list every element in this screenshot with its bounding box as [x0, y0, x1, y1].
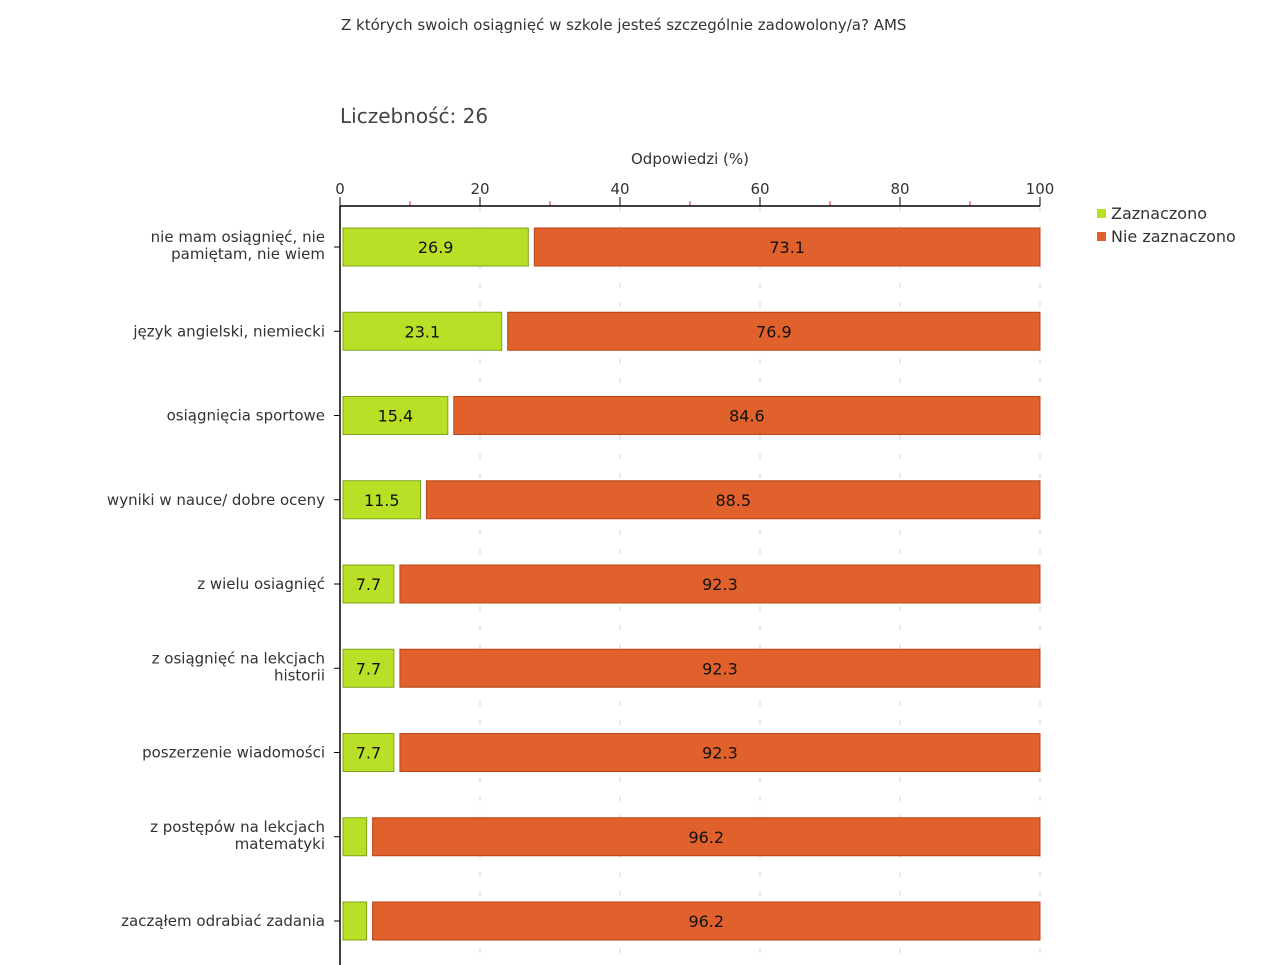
bar-zaznaczono: [342, 733, 395, 772]
data-label-zaznaczono: 7.7: [356, 744, 381, 763]
data-label-zaznaczono: 7.7: [356, 575, 381, 594]
category-label: wyniki w nauce/ dobre oceny: [107, 491, 325, 509]
x-axis-label: Odpowiedzi (%): [631, 150, 749, 168]
category-label: osiągnięcia sportowe: [167, 407, 325, 425]
bar-zaznaczono: [342, 901, 368, 941]
data-label-zaznaczono: 26.9: [418, 238, 454, 257]
bar-nie-zaznaczono: [372, 901, 1041, 941]
bar-nie-zaznaczono: [533, 227, 1041, 267]
bar-nie-zaznaczono: [507, 311, 1041, 351]
legend-label-nie-zaznaczono: Nie zaznaczono: [1111, 227, 1236, 246]
data-label-nie-zaznaczono: 92.3: [702, 575, 738, 594]
bar-nie-zaznaczono: [453, 396, 1041, 435]
bar-zaznaczono: [342, 564, 395, 604]
data-label-zaznaczono: 11.5: [364, 491, 400, 510]
category-label: poszerzenie wiadomości: [142, 744, 325, 762]
data-label-nie-zaznaczono: 92.3: [702, 659, 738, 678]
data-label-zaznaczono: 7.7: [356, 659, 381, 678]
x-tick-label: 40: [610, 180, 629, 198]
x-tick-label: 100: [1026, 180, 1055, 198]
data-label-nie-zaznaczono: 92.3: [702, 744, 738, 763]
data-label-nie-zaznaczono: 96.2: [688, 828, 724, 847]
bar-zaznaczono: [342, 480, 421, 520]
bar-zaznaczono: [342, 311, 503, 351]
bar-nie-zaznaczono: [399, 564, 1041, 604]
data-label-nie-zaznaczono: 88.5: [715, 491, 751, 510]
legend: Zaznaczono Nie zaznaczono: [1097, 202, 1236, 248]
x-tick-label: 20: [470, 180, 489, 198]
bar-nie-zaznaczono: [426, 480, 1041, 520]
data-label-zaznaczono: 23.1: [405, 322, 441, 341]
legend-swatch-nie-zaznaczono: [1097, 232, 1106, 241]
legend-swatch-zaznaczono: [1097, 209, 1106, 218]
x-tick-label: 0: [335, 180, 345, 198]
bar-zaznaczono: [342, 817, 368, 857]
legend-item-nie-zaznaczono: Nie zaznaczono: [1097, 225, 1236, 248]
bar-zaznaczono: [342, 648, 395, 688]
bar-nie-zaznaczono: [399, 648, 1041, 688]
chart-subtitle: Liczebność: 26: [340, 104, 489, 128]
bar-nie-zaznaczono: [372, 817, 1041, 857]
data-label-nie-zaznaczono: 76.9: [756, 322, 792, 341]
category-label: z postępów na lekcjach matematyki: [150, 818, 325, 853]
category-label: zacząłem odrabiać zadania: [121, 912, 325, 930]
data-label-nie-zaznaczono: 84.6: [729, 407, 765, 426]
data-label-zaznaczono: 15.4: [378, 407, 414, 426]
x-tick-label: 80: [890, 180, 909, 198]
chart-title: Z których swoich osiągnięć w szkole jest…: [341, 16, 907, 34]
category-label: z wielu osiagnięć: [197, 575, 325, 593]
category-label: z osiągnięć na lekcjach historii: [152, 649, 325, 684]
category-label: nie mam osiągnięć, nie pamiętam, nie wiem: [151, 228, 325, 263]
legend-item-zaznaczono: Zaznaczono: [1097, 202, 1236, 225]
x-tick-label: 60: [750, 180, 769, 198]
data-label-nie-zaznaczono: 73.1: [769, 238, 805, 257]
category-label: język angielski, niemiecki: [132, 322, 325, 340]
legend-label-zaznaczono: Zaznaczono: [1111, 204, 1208, 223]
bar-zaznaczono: [342, 227, 529, 267]
bar-nie-zaznaczono: [399, 733, 1041, 772]
data-label-nie-zaznaczono: 96.2: [688, 912, 724, 931]
bar-zaznaczono: [342, 396, 449, 435]
